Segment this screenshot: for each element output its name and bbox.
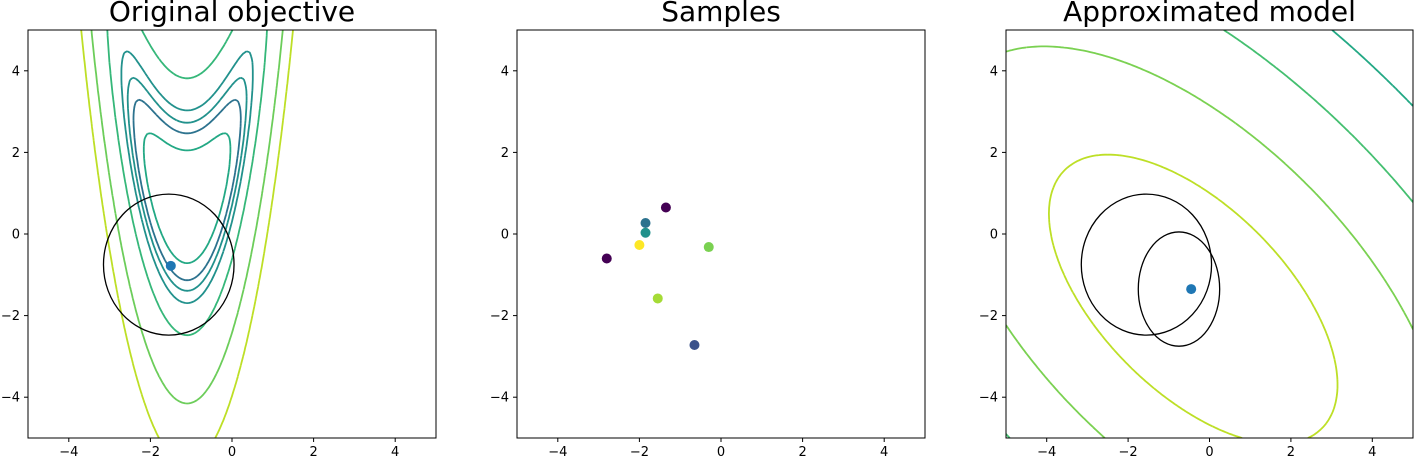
- x-tick-label: 0: [717, 445, 725, 458]
- x-tick-label: −4: [1037, 445, 1056, 458]
- y-tick-label: −4: [490, 391, 509, 406]
- y-tick-label: 2: [501, 146, 509, 161]
- y-tick-label: −2: [979, 309, 998, 324]
- data-point: [1186, 284, 1197, 295]
- y-tick-label: 4: [501, 64, 509, 79]
- x-tick-label: 4: [1368, 445, 1376, 458]
- y-tick-label: 2: [990, 146, 998, 161]
- contour-line: [120, 50, 254, 304]
- y-tick-label: −4: [979, 391, 998, 406]
- contour-line: [126, 76, 248, 292]
- axes-frame: [1005, 29, 1414, 439]
- panel-1: Original objective −4 −2 0 2 4 −4 −2 0 2 4: [1, 0, 437, 458]
- contour-line: [90, 30, 284, 405]
- data-point: [640, 227, 651, 238]
- data-point: [601, 253, 612, 264]
- data-point: [703, 242, 714, 253]
- y-tick-label: 0: [501, 228, 509, 243]
- x-tick-label: 2: [309, 445, 317, 458]
- y-tick-label: 4: [12, 64, 20, 79]
- data-point: [652, 293, 663, 304]
- contour-line: [1006, 45, 1413, 438]
- contour-line: [1331, 30, 1413, 107]
- trust-region: [1080, 193, 1213, 336]
- data-point: [165, 260, 176, 271]
- panel-title: Samples: [661, 0, 781, 28]
- x-tick-label: −2: [1119, 445, 1138, 458]
- x-tick-label: 4: [880, 445, 888, 458]
- y-tick-label: −2: [490, 309, 509, 324]
- panel-2: Samples −4 −2 0 2 4 −4 −2 0 2 4: [490, 0, 926, 458]
- panel-3: Approximated model −4 −2 0 2 4 −4 −2 0 2 4: [979, 0, 1414, 458]
- data-point: [640, 217, 651, 228]
- contour-line: [132, 98, 242, 282]
- x-tick-label: −4: [59, 445, 78, 458]
- y-tick-label: −2: [1, 309, 20, 324]
- y-tick-label: 0: [990, 228, 998, 243]
- data-point: [689, 339, 700, 350]
- panel-title: Approximated model: [1063, 0, 1356, 28]
- contour-line: [106, 30, 268, 337]
- trust-region: [102, 193, 235, 336]
- x-tick-label: −2: [141, 445, 160, 458]
- data-point: [660, 202, 671, 213]
- x-tick-label: 2: [1287, 445, 1295, 458]
- x-tick-label: −4: [548, 445, 567, 458]
- x-tick-label: 4: [391, 445, 399, 458]
- contour-line: [1006, 30, 1413, 438]
- contour-line: [1048, 153, 1339, 438]
- x-tick-label: 2: [798, 445, 806, 458]
- y-tick-label: 2: [12, 146, 20, 161]
- x-tick-label: 0: [1205, 445, 1213, 458]
- y-tick-label: 0: [12, 228, 20, 243]
- y-tick-label: 4: [990, 64, 998, 79]
- axes-frame: [27, 29, 437, 439]
- data-point: [634, 240, 645, 251]
- axes-frame: [516, 29, 926, 439]
- x-tick-label: 0: [228, 445, 236, 458]
- trust-region: [1137, 231, 1221, 347]
- panel-title: Original objective: [109, 0, 355, 28]
- x-tick-label: −2: [630, 445, 649, 458]
- y-tick-label: −4: [1, 391, 20, 406]
